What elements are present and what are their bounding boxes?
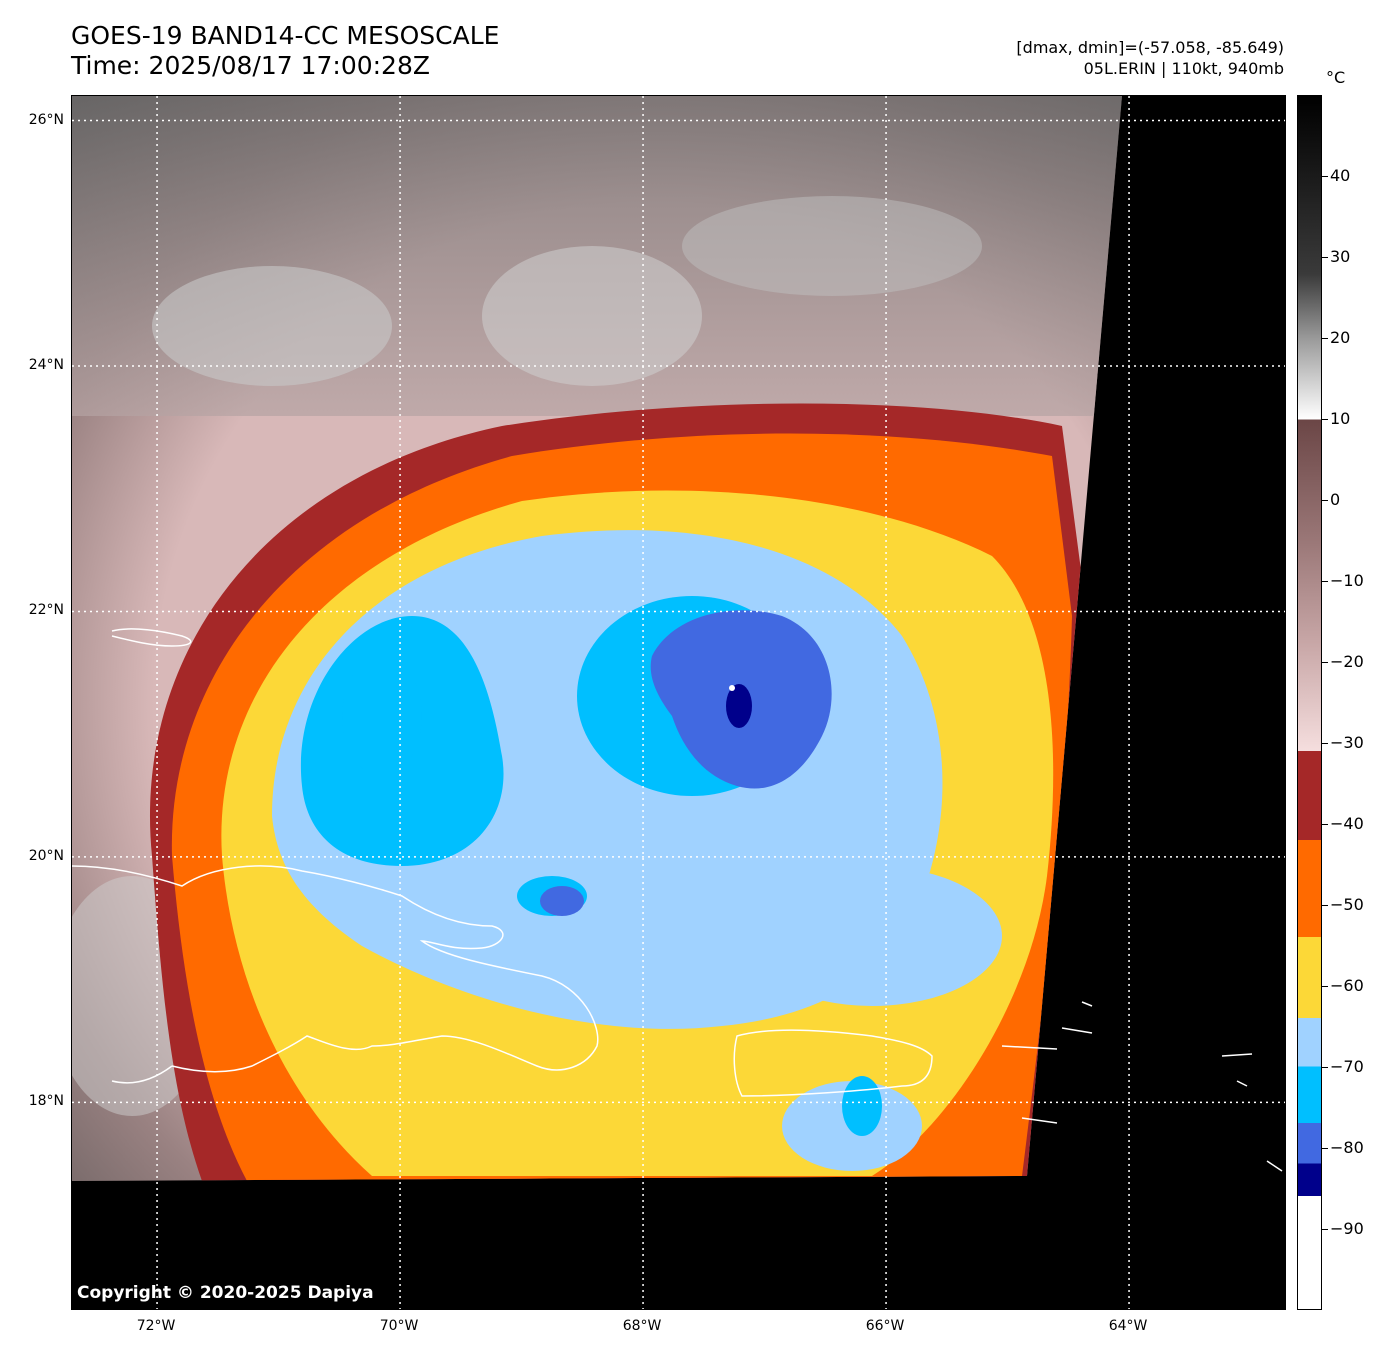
map-timestamp: Time: 2025/08/17 17:00:28Z	[71, 51, 430, 80]
coastlines	[72, 628, 1283, 1172]
colorbar-tick-label: −60	[1330, 976, 1364, 995]
colorbar-tick	[1322, 257, 1328, 258]
colorbar-tick-label: 0	[1330, 490, 1341, 509]
colorbar-tick-label: −70	[1330, 1057, 1364, 1076]
colorbar-tick-label: −30	[1330, 733, 1364, 752]
lon-label-72w: 72°W	[136, 1318, 176, 1334]
lat-label-22n: 22°N	[28, 602, 64, 619]
colorbar-tick-label: −50	[1330, 895, 1364, 914]
colorbar-tick	[1322, 500, 1328, 501]
colorbar-tick	[1322, 176, 1328, 177]
colorbar-tick-label: −90	[1330, 1219, 1364, 1238]
colorbar-tick-label: −40	[1330, 814, 1364, 833]
colorbar-tick	[1322, 905, 1328, 906]
map-title: GOES-19 BAND14-CC MESOSCALE	[71, 21, 500, 50]
lon-label-64w: 64°W	[1108, 1318, 1148, 1334]
colorbar-tick	[1322, 581, 1328, 582]
colorbar-tick-label: −80	[1330, 1138, 1364, 1157]
colorbar-tick-label: 30	[1330, 247, 1351, 266]
colorbar	[1297, 95, 1322, 1310]
colorbar-tick	[1322, 662, 1328, 663]
lat-label-18n: 18°N	[28, 1093, 64, 1110]
graticule	[72, 96, 1285, 1309]
lon-label-66w: 66°W	[865, 1318, 905, 1334]
lat-label-20n: 20°N	[28, 847, 64, 864]
colorbar-tick	[1322, 824, 1328, 825]
lon-label-68w: 68°W	[622, 1318, 662, 1334]
colorbar-tick-label: −20	[1330, 652, 1364, 671]
colorbar-tick	[1322, 338, 1328, 339]
colorbar-tick-label: −10	[1330, 571, 1364, 590]
lat-label-24n: 24°N	[28, 357, 64, 373]
colorbar-tick	[1322, 1229, 1328, 1230]
satellite-image	[72, 96, 1285, 1309]
colorbar-unit: °C	[1326, 68, 1346, 87]
colorbar-tick	[1322, 743, 1328, 744]
lon-label-70w: 70°W	[379, 1318, 419, 1334]
colorbar-tick-label: 40	[1330, 166, 1351, 185]
colorbar-tick-label: 10	[1330, 409, 1351, 428]
colorbar-tick	[1322, 1067, 1328, 1068]
colorbar-tick-label: 20	[1330, 328, 1351, 347]
colorbar-tick	[1322, 1148, 1328, 1149]
colorbar-tick	[1322, 419, 1328, 420]
colorbar-tick	[1322, 986, 1328, 987]
copyright-notice: Copyright © 2020-2025 Dapiya	[77, 1283, 374, 1303]
satellite-map	[71, 95, 1286, 1310]
lat-label-26n: 26°N	[28, 111, 64, 128]
temperature-range: [dmax, dmin]=(-57.058, -85.649)	[1016, 38, 1284, 57]
storm-info: 05L.ERIN | 110kt, 940mb	[1083, 59, 1284, 78]
cloud-field	[72, 96, 1122, 1181]
